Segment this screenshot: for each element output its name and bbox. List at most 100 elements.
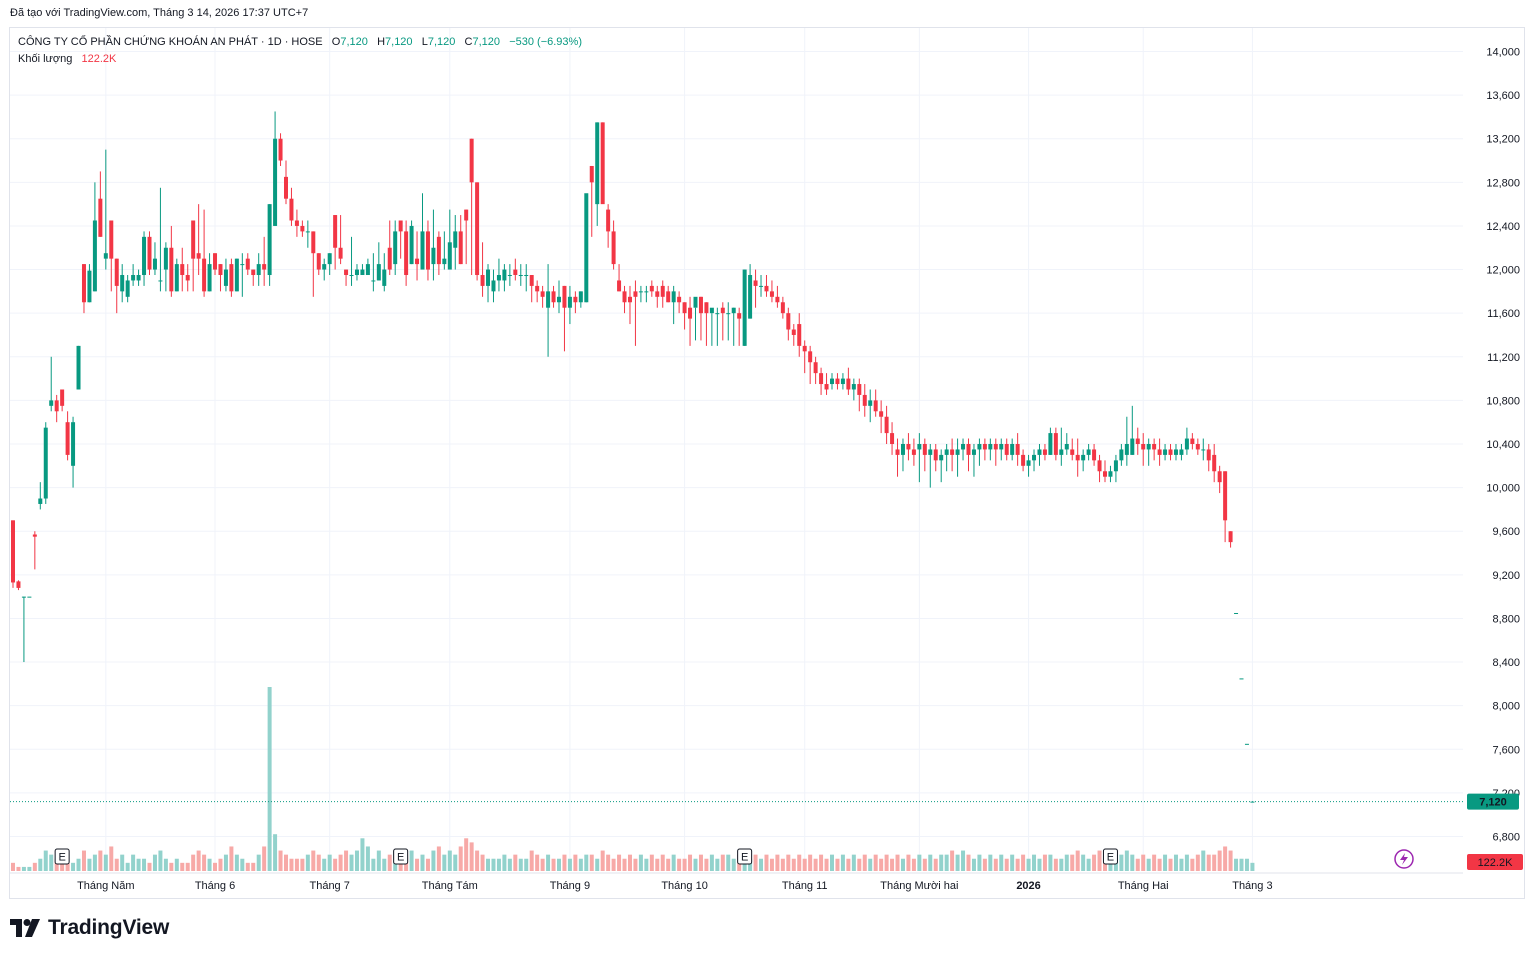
earnings-marker-box bbox=[393, 848, 409, 865]
volume-bar bbox=[529, 850, 534, 871]
volume-bar bbox=[830, 854, 834, 871]
candle-body bbox=[622, 291, 627, 303]
symbol-title[interactable]: CÔNG TY CỔ PHẦN CHỨNG KHOÁN AN PHÁT · 1D… bbox=[18, 36, 323, 48]
price-axis[interactable]: 6,8007,2007,6008,0008,4008,8009,2009,600… bbox=[1486, 47, 1520, 844]
volume-bar bbox=[256, 854, 261, 871]
volume-bar bbox=[415, 858, 420, 871]
volume-bar bbox=[316, 854, 321, 871]
candle-body bbox=[371, 280, 376, 282]
earnings-marker[interactable]: E bbox=[393, 848, 409, 865]
candle-body bbox=[715, 313, 720, 315]
candle-body bbox=[993, 444, 998, 450]
volume-bar bbox=[638, 854, 643, 871]
volume-bar bbox=[21, 866, 26, 871]
tradingview-logo-icon bbox=[10, 919, 40, 937]
volume-bar bbox=[660, 854, 665, 871]
candle-body bbox=[1234, 612, 1239, 614]
candle-body bbox=[879, 411, 884, 417]
lightning-icon[interactable] bbox=[1394, 849, 1414, 869]
candle-body bbox=[1130, 438, 1135, 455]
volume-bar bbox=[491, 858, 496, 871]
candle-body bbox=[360, 269, 365, 276]
volume-bar bbox=[906, 854, 911, 871]
candle-body bbox=[1223, 471, 1228, 521]
volume-bar bbox=[950, 850, 955, 871]
candle-body bbox=[748, 275, 753, 319]
last-price-text: 7,120 bbox=[1479, 797, 1507, 809]
high-label: H bbox=[377, 36, 386, 48]
volume-bar bbox=[573, 854, 578, 871]
volume-bar bbox=[797, 854, 802, 871]
volume-bar bbox=[142, 858, 147, 871]
candle-body bbox=[1092, 449, 1097, 461]
volume-bar bbox=[922, 858, 927, 871]
volume-bar bbox=[1053, 858, 1058, 871]
candle-body bbox=[1124, 444, 1129, 455]
volume-bar bbox=[354, 850, 359, 871]
time-axis[interactable]: Tháng Năm Tháng 6 Tháng 7 Tháng Tám Tháng 9 T… bbox=[77, 880, 1273, 892]
earnings-marker-box bbox=[1102, 848, 1118, 865]
candle-body bbox=[349, 275, 354, 277]
candle-body bbox=[316, 253, 321, 270]
volume-bar bbox=[1234, 858, 1239, 871]
candle-body bbox=[174, 264, 179, 292]
candle-body bbox=[169, 247, 174, 292]
candle-body bbox=[895, 449, 900, 455]
candle-body bbox=[81, 264, 86, 303]
candle-body bbox=[693, 296, 698, 308]
candle-body bbox=[813, 362, 818, 374]
candle-body bbox=[971, 449, 976, 455]
candle-body bbox=[584, 193, 589, 303]
candle-body bbox=[442, 258, 447, 265]
candle-body bbox=[775, 296, 780, 303]
candle-body bbox=[1037, 449, 1042, 455]
candle-body bbox=[546, 291, 551, 308]
volume-bar bbox=[76, 858, 81, 871]
candlestick-chart[interactable]: E E E E 6,8007,2007,6008,0008,4008,8009,200… bbox=[10, 28, 1524, 898]
earnings-marker[interactable]: E bbox=[1102, 848, 1118, 865]
volume-label[interactable]: Khối lượng bbox=[18, 53, 73, 65]
volume-bar bbox=[163, 858, 168, 871]
candle-body bbox=[977, 444, 982, 450]
candle-body bbox=[835, 378, 840, 385]
volume-bar bbox=[677, 858, 682, 871]
candle-body bbox=[1026, 460, 1031, 466]
volume-bar bbox=[895, 854, 900, 871]
volume-bar bbox=[1070, 854, 1075, 871]
candle-body bbox=[617, 280, 622, 292]
candle-body bbox=[218, 264, 223, 276]
volume-bar bbox=[344, 850, 349, 871]
chart-frame[interactable]: E E E E 6,8007,2007,6008,0008,4008,8009,200… bbox=[9, 27, 1525, 899]
volume-bar bbox=[524, 858, 529, 871]
last-price-badge bbox=[1467, 793, 1519, 810]
candle-body bbox=[873, 400, 878, 412]
volume-bar bbox=[851, 854, 856, 871]
earnings-marker[interactable]: E bbox=[54, 848, 70, 865]
price-tick-label: 9,200 bbox=[1492, 570, 1520, 582]
candle-body bbox=[109, 220, 114, 259]
volume-bar bbox=[627, 854, 632, 871]
candle-body bbox=[294, 220, 299, 226]
candle-body bbox=[966, 444, 971, 455]
volume-bar bbox=[764, 854, 769, 871]
volume-bar bbox=[971, 858, 976, 871]
candle-body bbox=[1064, 444, 1069, 450]
candle-body bbox=[1173, 449, 1178, 455]
tradingview-branding[interactable]: TradingView bbox=[10, 916, 169, 940]
earnings-marker[interactable]: E bbox=[737, 848, 753, 865]
candle-body bbox=[496, 275, 501, 281]
volume-bar bbox=[98, 850, 103, 871]
candle-body bbox=[365, 264, 370, 276]
volume-bar bbox=[944, 854, 949, 871]
volume-bar bbox=[371, 858, 376, 871]
volume-bar bbox=[939, 854, 944, 871]
candle-body bbox=[180, 264, 185, 276]
candle-body bbox=[278, 138, 283, 161]
volume-bar bbox=[294, 858, 299, 871]
candle-body bbox=[1206, 449, 1211, 461]
candle-body bbox=[742, 269, 747, 346]
candle-body bbox=[262, 264, 267, 270]
price-tick-label: 6,800 bbox=[1492, 832, 1520, 844]
volume-bar bbox=[1141, 854, 1146, 871]
